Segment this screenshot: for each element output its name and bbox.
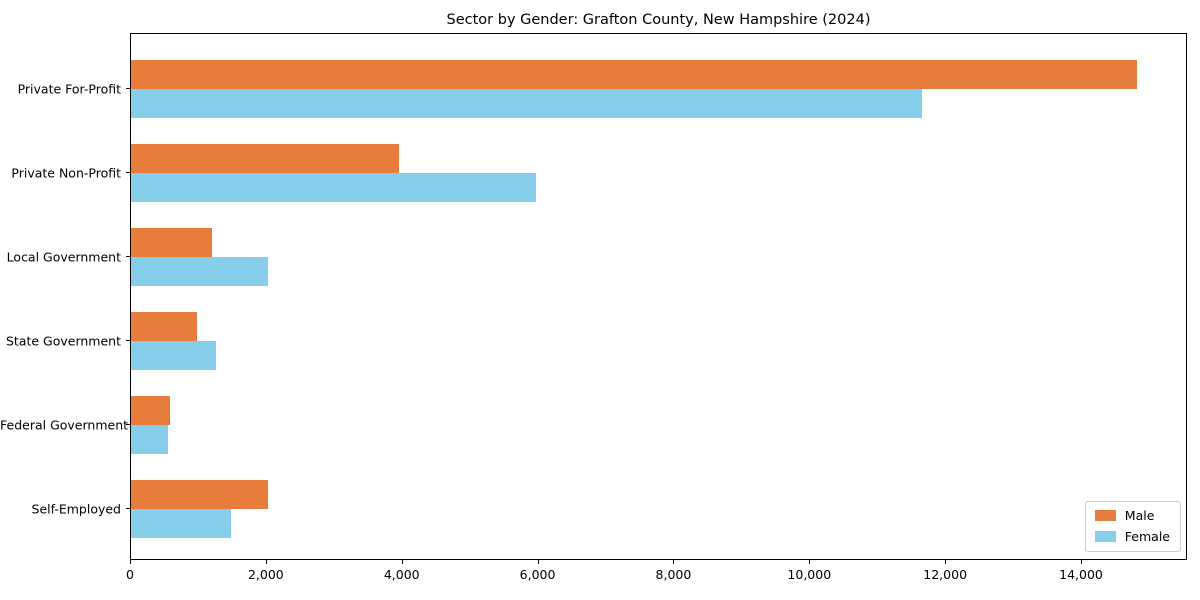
y-tick-mark [126,424,130,425]
category-label: Private For-Profit [17,81,121,97]
legend-item-female: Female [1094,529,1170,544]
x-tick-label: 0 [126,567,134,582]
x-tick-mark [401,560,403,564]
category-label: State Government [5,333,121,349]
chart-title: Sector by Gender: Grafton County, New Ha… [446,12,871,28]
x-tick-mark [673,560,675,564]
x-tick-label: 6,000 [519,567,556,582]
male-bar-federal-government [131,396,170,425]
female-bar-private-for-profit [131,89,922,118]
category-label: Federal Government [0,417,129,433]
female-bar-private-non-profit [131,173,536,202]
female-bar-local-government [131,257,268,286]
category-label: Private Non-Profit [11,165,121,181]
female-bar-federal-government [131,425,168,454]
y-tick-mark [126,256,130,257]
y-tick-mark [126,508,130,509]
male-bar-private-non-profit [131,144,399,173]
y-tick-mark [126,340,130,341]
category-label: Self-Employed [31,501,121,517]
female-bar-state-government [131,341,216,370]
x-tick-label: 10,000 [787,567,832,582]
male-bar-state-government [131,312,197,341]
y-tick-mark [126,88,130,89]
legend-label-female: Female [1124,529,1170,544]
x-tick-label: 8,000 [655,567,692,582]
x-tick-label: 12,000 [923,567,968,582]
x-tick-label: 14,000 [1059,567,1103,582]
x-tick-mark [809,560,811,564]
male-bar-local-government [131,228,212,257]
x-tick-mark [537,560,539,564]
category-label: Local Government [6,249,121,265]
x-tick-mark [1081,560,1083,564]
y-tick-mark [126,172,130,173]
legend: Male Female [1084,501,1181,552]
x-tick-mark [130,560,131,564]
female-series-swatch [1094,531,1116,542]
x-tick-mark [265,560,267,564]
x-tick-label: 2,000 [247,567,284,582]
male-bar-self-employed [131,480,268,509]
x-tick-mark [945,560,947,564]
legend-item-male: Male [1094,508,1170,523]
x-tick-label: 4,000 [383,567,420,582]
male-bar-private-for-profit [131,60,1137,89]
male-series-swatch [1094,510,1116,521]
legend-label-male: Male [1124,508,1155,523]
female-bar-self-employed [131,509,231,538]
plot-area: Male Female [130,33,1187,560]
